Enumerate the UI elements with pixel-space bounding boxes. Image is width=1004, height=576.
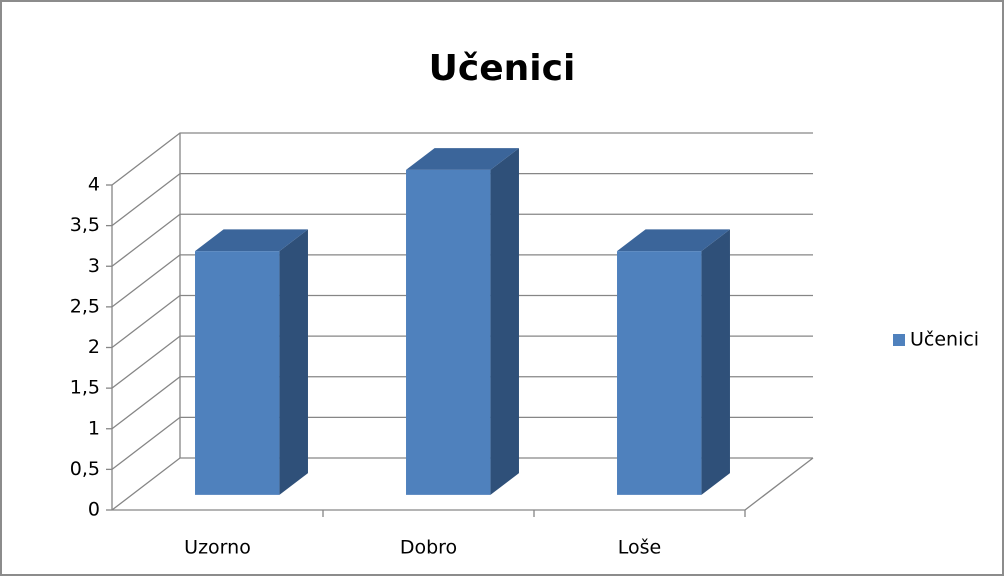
bar-side <box>279 229 308 495</box>
grid-line <box>111 376 813 430</box>
grid-line <box>111 132 813 186</box>
bar-top <box>195 229 308 252</box>
bar-side <box>490 148 519 495</box>
grid-line <box>111 213 813 267</box>
y-tick-label: 1 <box>88 417 100 439</box>
bar-top <box>406 148 519 170</box>
y-tick-label: 2 <box>88 336 100 358</box>
y-tick-label: 0 <box>88 499 100 521</box>
chart-title: Učenici <box>429 48 576 89</box>
bar <box>406 169 491 495</box>
x-tick-label: Loše <box>618 537 661 559</box>
y-tick-label: 3 <box>88 255 100 277</box>
x-tick-label: Dobro <box>400 537 457 559</box>
grid-line <box>111 172 813 227</box>
x-tick-label: Uzorno <box>184 537 251 559</box>
bar <box>617 251 702 495</box>
y-tick-label: 0,5 <box>70 458 100 480</box>
y-tick-label: 1,5 <box>70 377 100 399</box>
bar-top <box>617 229 730 252</box>
grid-line <box>111 294 813 349</box>
y-tick-label: 4 <box>88 174 100 196</box>
y-tick-label: 3,5 <box>70 214 100 236</box>
legend-label: Učenici <box>910 329 979 351</box>
grid-line <box>111 254 813 308</box>
bar <box>195 251 280 495</box>
grid-line <box>111 416 813 470</box>
grid-line <box>111 335 813 389</box>
legend-swatch <box>893 334 905 346</box>
y-tick-label: 2,5 <box>70 295 100 317</box>
grid-line <box>111 457 813 511</box>
bar-side <box>701 229 730 495</box>
